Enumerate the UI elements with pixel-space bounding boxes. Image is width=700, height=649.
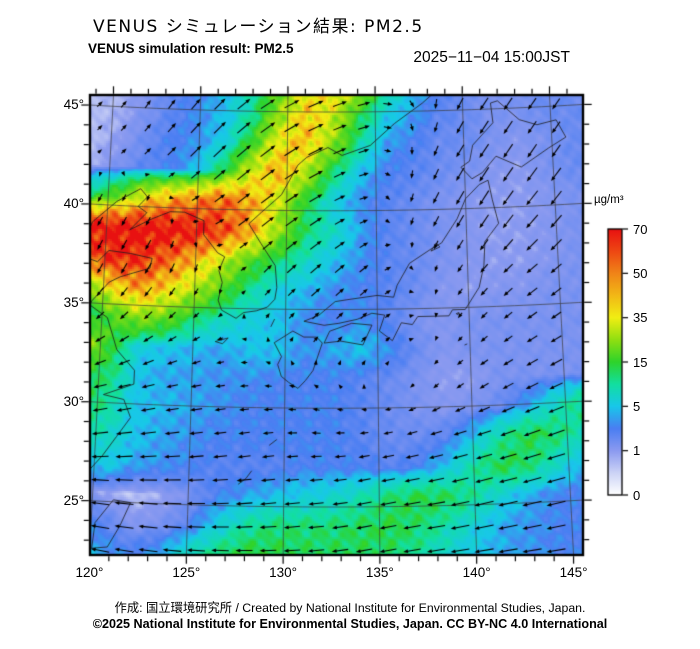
colorbar-tick-label: 70 [633,221,648,237]
lon-tick-label: 125° [172,565,201,580]
lon-tick-label: 120° [75,565,104,580]
lat-tick-label: 25° [63,492,84,508]
copyright-line: ©2025 National Institute for Environment… [92,617,608,631]
lat-tick-label: 35° [63,294,84,310]
title-english: VENUS simulation result: PM2.5 [88,41,294,56]
lon-tick-label: 145° [559,565,588,580]
timestamp: 2025−11−04 15:00JST [413,49,570,66]
colorbar-tick-label: 5 [633,398,641,414]
lon-tick-label: 130° [269,565,298,580]
colorbar-unit-label: µg/m³ [594,194,624,206]
lat-tick-label: 30° [63,393,84,409]
colorbar-tick-label: 1 [633,443,641,459]
lon-tick-label: 140° [462,565,491,580]
lon-tick-label: 135° [365,565,394,580]
colorbar-tick-label: 50 [633,265,648,281]
colorbar-tick-label: 35 [633,310,648,326]
lat-tick-label: 40° [63,195,84,211]
credit-line: 作成: 国立環境研究所 / Created by National Instit… [114,601,586,615]
lat-tick-label: 45° [63,97,84,113]
title-japanese: VENUS シミュレーション結果: PM2.5 [93,17,424,37]
colorbar-tick-label: 0 [633,487,641,503]
colorbar-tick-label: 15 [633,354,648,370]
